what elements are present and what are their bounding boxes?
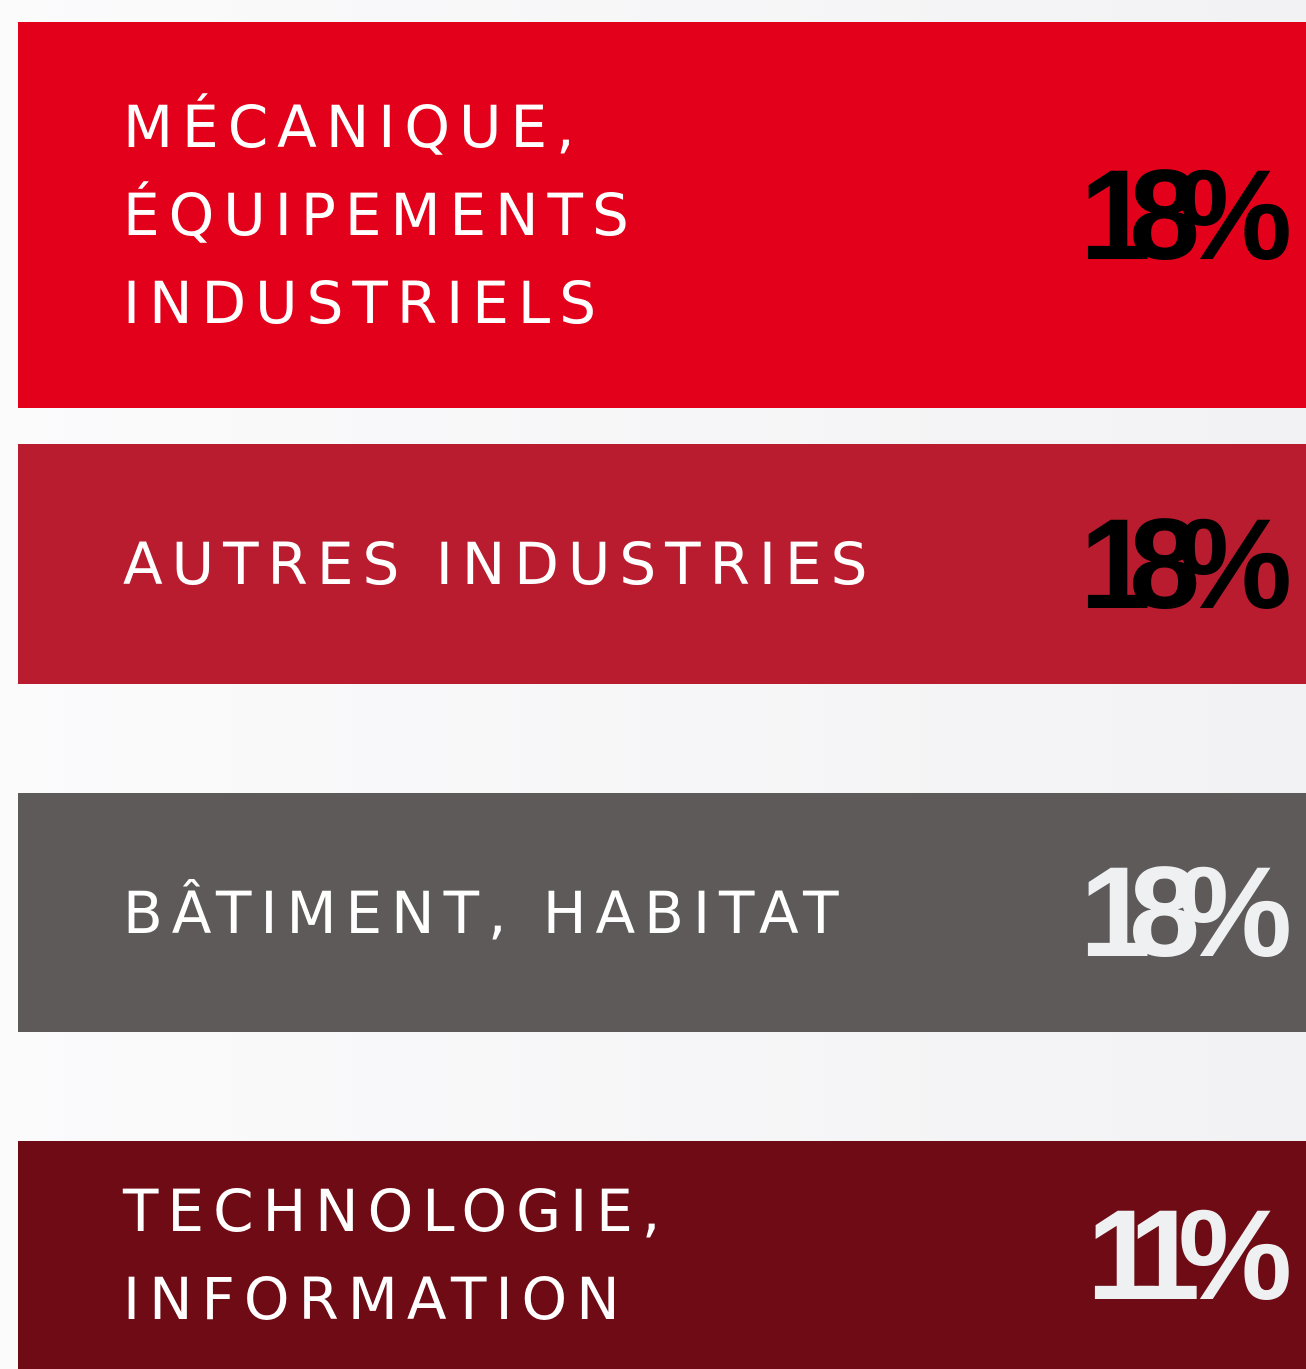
sector-box: MÉCANIQUE, ÉQUIPEMENTS INDUSTRIELS 18% bbox=[18, 22, 1306, 408]
sector-value: 11% bbox=[1086, 1183, 1292, 1327]
sector-value: 18% bbox=[1079, 492, 1292, 636]
sector-box: BÂTIMENT, HABITAT 18% bbox=[18, 793, 1306, 1032]
sector-label: BÂTIMENT, HABITAT bbox=[123, 869, 848, 957]
sector-box: TECHNOLOGIE, INFORMATION 11% bbox=[18, 1141, 1306, 1369]
sector-value: 18% bbox=[1079, 841, 1292, 984]
sector-label: AUTRES INDUSTRIES bbox=[123, 520, 876, 608]
label-line: MÉCANIQUE, bbox=[123, 93, 584, 161]
label-line: BÂTIMENT, HABITAT bbox=[123, 878, 848, 947]
label-line: INDUSTRIELS bbox=[123, 269, 606, 337]
sector-box: AUTRES INDUSTRIES 18% bbox=[18, 444, 1306, 684]
sector-label: TECHNOLOGIE, INFORMATION bbox=[123, 1167, 669, 1343]
label-line: AUTRES INDUSTRIES bbox=[123, 530, 877, 598]
sector-label: MÉCANIQUE, ÉQUIPEMENTS INDUSTRIELS bbox=[123, 83, 638, 347]
label-line: INFORMATION bbox=[123, 1265, 629, 1333]
label-line: ÉQUIPEMENTS bbox=[123, 181, 638, 249]
sector-value: 18% bbox=[1079, 143, 1292, 287]
label-line: TECHNOLOGIE, bbox=[123, 1177, 670, 1245]
